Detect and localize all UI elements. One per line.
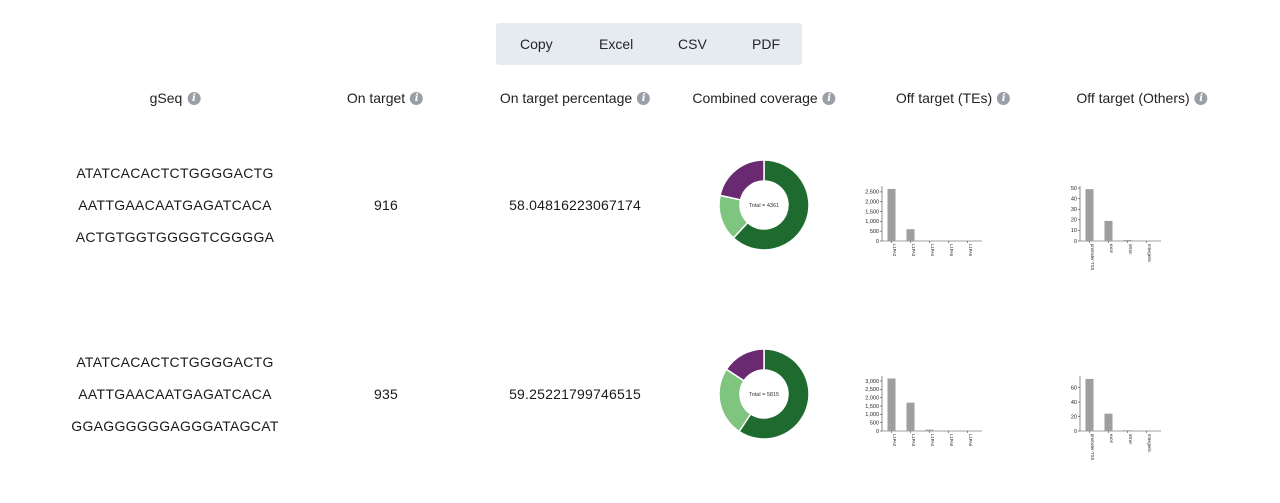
donut-slice: [732, 159, 810, 251]
pdf-button[interactable]: PDF: [752, 36, 780, 52]
header-off-target-tes[interactable]: Off target (TEs) i: [895, 89, 1011, 107]
bar: [1123, 430, 1132, 431]
y-tick-label: 10: [1071, 228, 1077, 234]
gseq-value: AATTGAACAATGAGATCACA: [78, 197, 272, 213]
header-gseq-label: gSeq: [149, 90, 183, 106]
y-tick-label: 1,000: [865, 219, 879, 225]
combined-coverage-donut-chart: Total = 4361: [718, 159, 810, 251]
gseq-value: ATATCACACTCTGGGGACTG: [76, 354, 274, 370]
gseq-value: ACTGTGGTGGGGTCGGGGA: [75, 229, 275, 245]
copy-button[interactable]: Copy: [520, 36, 553, 52]
on-target-percentage-value: 58.04816223067174: [509, 197, 641, 213]
y-tick-label: 0: [1074, 239, 1077, 245]
bar: [925, 429, 934, 431]
header-off-target-tes-label: Off target (TEs): [895, 90, 993, 106]
excel-button[interactable]: Excel: [599, 36, 634, 52]
header-combined-coverage-label: Combined coverage: [692, 90, 818, 106]
bar: [1104, 413, 1113, 431]
export-toolbar: Copy Excel CSV PDF: [496, 23, 802, 65]
y-tick-label: 0: [876, 239, 879, 245]
header-on-target[interactable]: On target i: [346, 89, 424, 107]
x-tick-label: exon: [1109, 244, 1114, 254]
y-tick-label: 1,500: [865, 404, 879, 410]
y-tick-label: 500: [870, 229, 879, 235]
bar: [906, 402, 915, 431]
donut-slice: [719, 159, 765, 201]
x-tick-label: Intergenic: [1147, 244, 1152, 262]
off-target-others-bar-chart: 0 20 40 60 promoter-TSS exon intron Intergenic: [1071, 376, 1161, 461]
on-target-value: 935: [374, 386, 398, 402]
info-icon[interactable]: i: [187, 91, 201, 105]
x-tick-label: promoter-TSS: [1090, 244, 1095, 271]
x-tick-label: L1PA4: [930, 434, 935, 447]
y-tick-label: 40: [1071, 196, 1077, 202]
off-target-others-bar-chart: 0 10 20 30 40 50 promoter-TSS exon intron Interge…: [1071, 186, 1161, 271]
off-target-tes-bar-chart: 0 500 1,000 1,500 2,000 2,500 3,000 L1PA2 L1PA3 L…: [865, 376, 982, 447]
y-tick-label: 30: [1071, 207, 1077, 213]
header-off-target-others[interactable]: Off target (Others) i: [1076, 89, 1208, 107]
info-icon[interactable]: i: [997, 91, 1011, 105]
x-tick-label: L1PA6: [968, 244, 973, 257]
y-tick-label: 0: [1074, 429, 1077, 435]
y-tick-label: 2,500: [865, 190, 879, 196]
header-off-target-others-label: Off target (Others): [1076, 90, 1190, 106]
header-on-target-percentage-label: On target percentage: [499, 90, 633, 106]
on-target-percentage-value: 59.25221799746515: [509, 386, 641, 402]
gseq-value: ATATCACACTCTGGGGACTG: [76, 165, 274, 181]
info-icon[interactable]: i: [822, 91, 836, 105]
y-tick-label: 0: [876, 429, 879, 435]
y-tick-label: 40: [1071, 400, 1077, 406]
bar: [887, 378, 896, 431]
y-tick-label: 2,500: [865, 387, 879, 393]
y-tick-label: 50: [1071, 186, 1077, 192]
x-tick-label: exon: [1109, 434, 1114, 444]
header-on-target-label: On target: [346, 90, 406, 106]
x-tick-label: L1PA5: [949, 434, 954, 447]
y-tick-label: 1,500: [865, 209, 879, 215]
gseq-value: AATTGAACAATGAGATCACA: [78, 386, 272, 402]
x-tick-label: intron: [1128, 244, 1133, 255]
header-on-target-percentage[interactable]: On target percentage i: [499, 89, 651, 107]
info-icon[interactable]: i: [410, 91, 424, 105]
x-tick-label: L1PA4: [930, 244, 935, 257]
header-combined-coverage[interactable]: Combined coverage i: [692, 89, 836, 107]
bar: [1123, 239, 1132, 241]
info-icon[interactable]: i: [637, 91, 651, 105]
on-target-value: 916: [374, 197, 398, 213]
info-icon[interactable]: i: [1194, 91, 1208, 105]
csv-button[interactable]: CSV: [678, 36, 707, 52]
off-target-tes-bar-chart: 0 500 1,000 1,500 2,000 2,500 L1PA2 L1PA3 L1PA4 L…: [865, 186, 982, 257]
y-tick-label: 20: [1071, 414, 1077, 420]
y-tick-label: 2,000: [865, 395, 879, 401]
x-tick-label: promoter-TSS: [1090, 434, 1095, 461]
y-tick-label: 3,000: [865, 379, 879, 385]
header-gseq[interactable]: gSeq i: [150, 89, 201, 107]
donut-slice: [725, 348, 765, 382]
x-tick-label: L1PA3: [911, 434, 916, 447]
bar: [1085, 378, 1094, 431]
x-tick-label: L1PA6: [968, 434, 973, 447]
donut-slice: [738, 348, 810, 440]
gseq-value: GGAGGGGGGAGGGATAGCAT: [71, 418, 279, 434]
y-tick-label: 20: [1071, 218, 1077, 224]
bar: [887, 188, 896, 241]
x-tick-label: L1PA3: [911, 244, 916, 257]
donut-center-label: Total = 5815: [749, 392, 779, 398]
bar: [1104, 220, 1113, 241]
combined-coverage-donut-chart: Total = 5815: [718, 348, 810, 440]
donut-center-label: Total = 4361: [749, 203, 779, 209]
x-tick-label: Intergenic: [1147, 434, 1152, 452]
y-tick-label: 60: [1071, 385, 1077, 391]
y-tick-label: 1,000: [865, 412, 879, 418]
x-tick-label: L1PA2: [892, 244, 897, 257]
x-tick-label: intron: [1128, 434, 1133, 445]
bar: [1085, 189, 1094, 241]
y-tick-label: 500: [870, 420, 879, 426]
bar: [906, 229, 915, 241]
x-tick-label: L1PA2: [892, 434, 897, 447]
y-tick-label: 2,000: [865, 200, 879, 206]
x-tick-label: L1PA5: [949, 244, 954, 257]
